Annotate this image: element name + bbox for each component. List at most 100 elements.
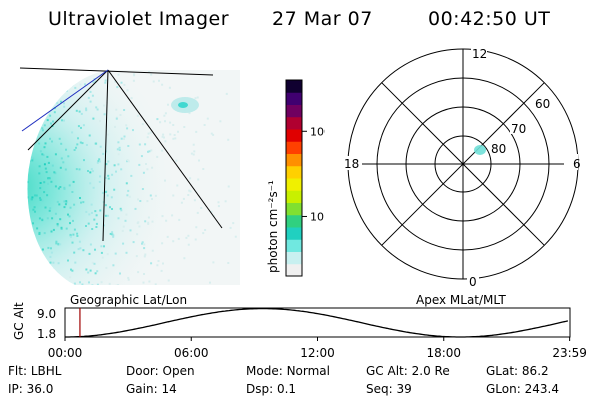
speckle-pixel xyxy=(49,137,51,140)
speckle-pixel xyxy=(79,247,82,250)
speckle-pixel xyxy=(124,219,127,222)
speckle-pixel xyxy=(11,216,13,218)
speckle-pixel xyxy=(4,211,6,213)
speckle-pixel xyxy=(63,186,66,189)
speckle-pixel xyxy=(25,217,27,219)
speckle-pixel xyxy=(210,132,213,135)
speckle-pixel xyxy=(85,268,88,271)
speckle-pixel xyxy=(47,177,50,179)
speckle-pixel xyxy=(85,144,88,146)
timeline-right-label: Apex MLat/MLT xyxy=(416,293,506,307)
speckle-pixel xyxy=(54,185,57,188)
speckle-pixel xyxy=(34,109,37,112)
speckle-pixel xyxy=(51,140,53,143)
speckle-pixel xyxy=(39,150,42,153)
speckle-pixel xyxy=(119,207,122,210)
speckle-pixel xyxy=(2,161,4,163)
speckle-pixel xyxy=(177,237,180,240)
speckle-pixel xyxy=(71,269,74,272)
speckle-pixel xyxy=(117,73,120,76)
speckle-pixel xyxy=(41,199,44,202)
speckle-pixel xyxy=(45,171,48,174)
lat-label-80: 80 xyxy=(491,142,506,156)
speckle-pixel xyxy=(164,140,167,143)
speckle-pixel xyxy=(30,237,33,240)
speckle-pixel xyxy=(120,81,123,84)
speckle-pixel xyxy=(196,211,199,214)
speckle-pixel xyxy=(31,230,34,233)
speckle-pixel xyxy=(139,200,142,202)
speckle-pixel xyxy=(26,66,28,68)
speckle-pixel xyxy=(18,121,20,123)
speckle-pixel xyxy=(90,211,93,214)
speckle-pixel xyxy=(50,122,52,125)
speckle-pixel xyxy=(47,246,50,249)
speckle-pixel xyxy=(56,224,59,227)
speckle-pixel xyxy=(21,171,23,173)
param-dsp: Dsp: 0.1 xyxy=(246,382,297,396)
terminator-line xyxy=(21,69,109,132)
speckle-pixel xyxy=(2,206,4,208)
speckle-pixel xyxy=(164,112,167,115)
mlt-label-18: 18 xyxy=(344,157,359,171)
colorbar-tick-label: 10 xyxy=(310,210,324,223)
speckle-pixel xyxy=(173,134,176,136)
speckle-pixel xyxy=(44,278,47,281)
speckle-pixel xyxy=(98,158,101,161)
speckle-pixel xyxy=(36,244,38,246)
speckle-pixel xyxy=(32,250,35,253)
speckle-pixel xyxy=(31,196,34,199)
speckle-pixel xyxy=(43,124,46,127)
speckle-pixel xyxy=(38,172,41,175)
speckle-pixel xyxy=(117,284,120,285)
speckle-pixel xyxy=(6,206,8,208)
speckle-pixel xyxy=(138,287,140,289)
speckle-pixel xyxy=(19,223,21,225)
speckle-pixel xyxy=(156,264,159,267)
speckle-pixel xyxy=(140,289,142,291)
speckle-pixel xyxy=(187,194,190,196)
timeline-y-title: GC Alt xyxy=(12,302,26,340)
speckle-pixel xyxy=(4,76,6,78)
speckle-pixel xyxy=(12,179,14,181)
speckle-pixel xyxy=(22,121,24,123)
speckle-pixel xyxy=(17,112,19,114)
speckle-pixel xyxy=(19,190,21,192)
speckle-pixel xyxy=(38,259,41,262)
speckle-pixel xyxy=(14,289,16,291)
speckle-pixel xyxy=(107,177,110,180)
speckle-pixel xyxy=(29,156,32,158)
speckle-pixel xyxy=(27,167,29,170)
speckle-pixel xyxy=(25,171,27,173)
speckle-pixel xyxy=(161,135,164,138)
speckle-pixel xyxy=(81,283,84,285)
speckle-pixel xyxy=(6,141,8,143)
speckle-pixel xyxy=(157,260,160,262)
speckle-pixel xyxy=(6,64,8,66)
speckle-pixel xyxy=(190,65,192,67)
speckle-pixel xyxy=(16,229,18,231)
speckle-pixel xyxy=(199,286,201,288)
speckle-pixel xyxy=(1,256,3,258)
speckle-pixel xyxy=(60,157,63,160)
speckle-pixel xyxy=(5,155,7,157)
speckle-pixel xyxy=(32,222,34,225)
speckle-pixel xyxy=(150,149,153,152)
speckle-pixel xyxy=(106,214,109,217)
colorbar-block xyxy=(286,80,302,93)
speckle-pixel xyxy=(65,289,67,291)
speckle-pixel xyxy=(156,155,159,158)
speckle-pixel xyxy=(29,239,32,242)
speckle-pixel xyxy=(57,262,60,265)
speckle-pixel xyxy=(58,275,61,278)
mlt-label-12: 12 xyxy=(472,47,487,61)
speckle-pixel xyxy=(154,283,157,285)
speckle-pixel xyxy=(14,266,16,268)
speckle-pixel xyxy=(85,225,87,227)
speckle-pixel xyxy=(71,84,74,87)
colorbar-tick-label: 100 xyxy=(310,125,325,138)
speckle-pixel xyxy=(1,257,3,259)
param-gc-alt-value: 2.0 Re xyxy=(411,364,450,378)
speckle-pixel xyxy=(104,79,107,82)
speckle-pixel xyxy=(115,284,118,285)
